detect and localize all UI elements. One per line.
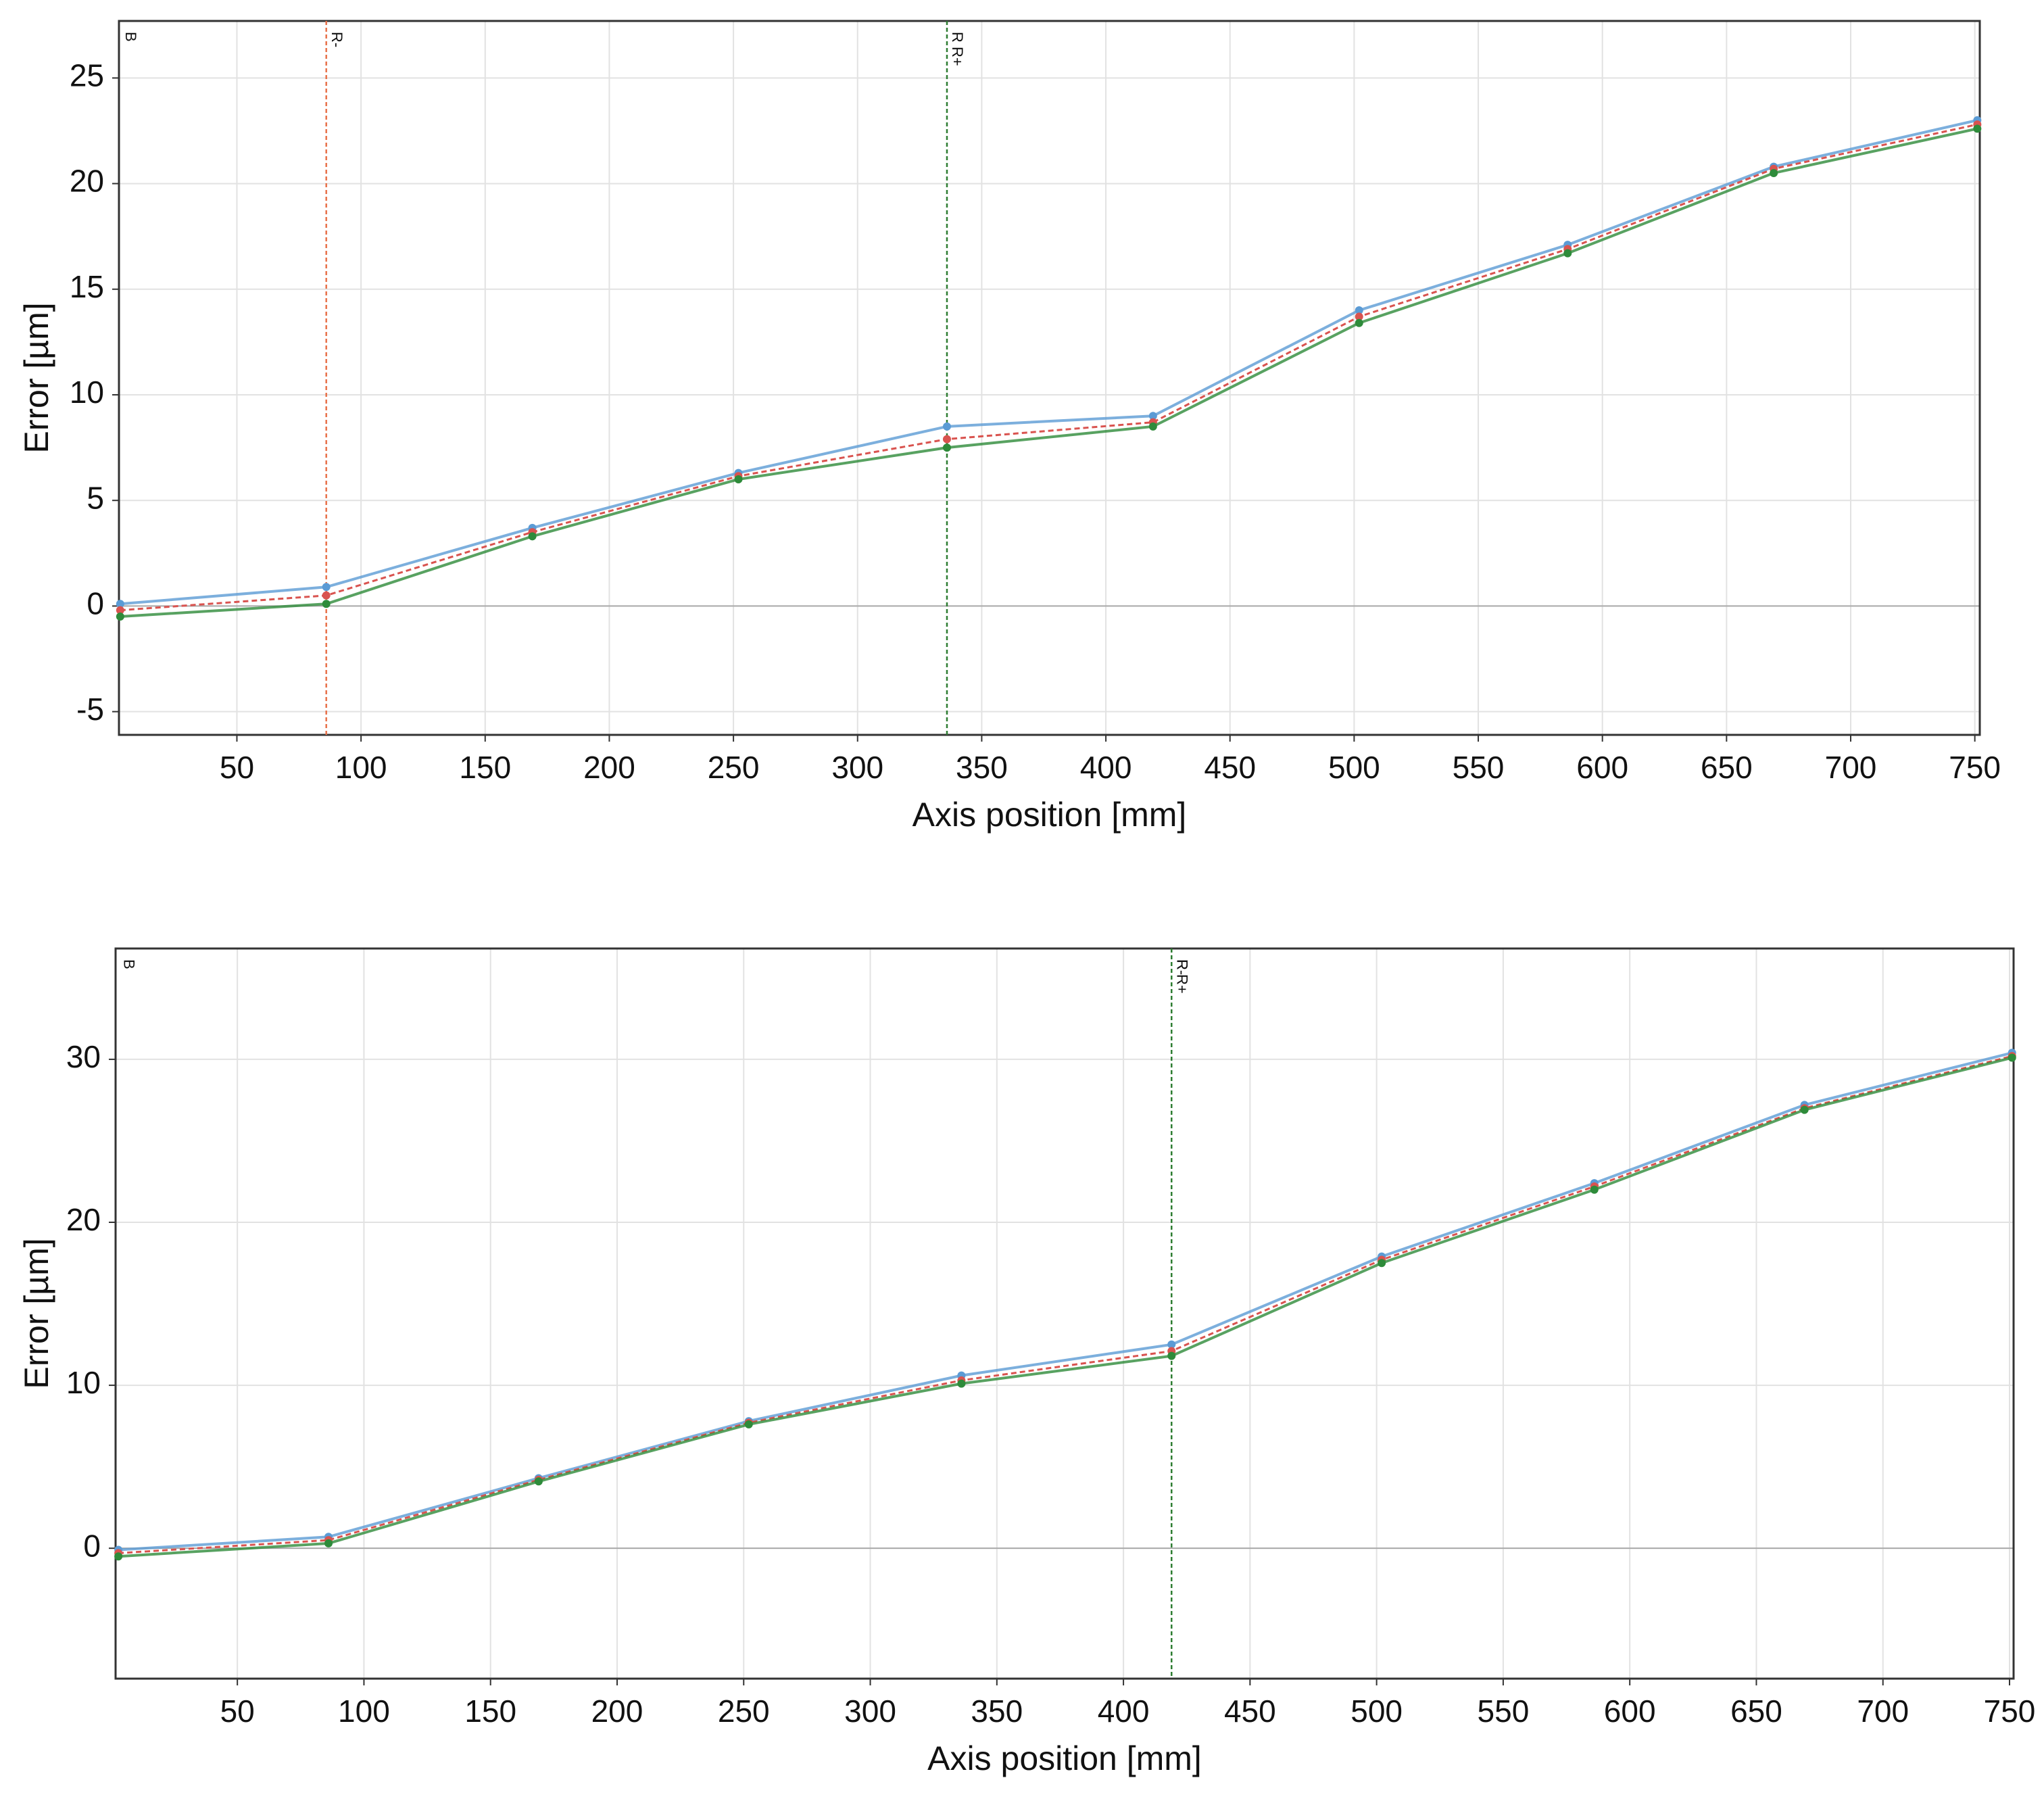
x-axis-label: Axis position [mm] [912, 796, 1187, 834]
reference-label: B [122, 32, 139, 42]
x-tick-label: 400 [1098, 1694, 1150, 1729]
data-point [942, 422, 951, 431]
y-tick-label: 0 [83, 1528, 101, 1563]
x-tick-label: 700 [1825, 750, 1877, 785]
x-tick-label: 550 [1478, 1694, 1530, 1729]
x-tick-label: 150 [459, 750, 511, 785]
y-axis-label: Error [µm] [18, 1238, 55, 1389]
reference-label: R- [1173, 959, 1190, 975]
y-tick-label: 20 [66, 1202, 101, 1237]
x-tick-label: 300 [844, 1694, 896, 1729]
x-tick-label: 100 [338, 1694, 390, 1729]
x-tick-label: 50 [220, 750, 254, 785]
data-point [942, 443, 951, 452]
series-line [118, 1055, 2013, 1554]
data-point [324, 1539, 333, 1547]
y-tick-label: 0 [87, 586, 104, 621]
x-tick-label: 350 [956, 750, 1008, 785]
x-tick-label: 300 [831, 750, 883, 785]
data-point [1167, 1351, 1176, 1360]
y-tick-label: 5 [87, 480, 104, 515]
data-point [957, 1379, 966, 1388]
series-line [120, 118, 1978, 606]
x-tick-label: 400 [1080, 750, 1132, 785]
data-point [1148, 412, 1157, 421]
plot-frame [118, 20, 1981, 736]
x-tick-label: 350 [971, 1694, 1023, 1729]
y-tick-label: 20 [70, 164, 104, 199]
chart: 50 100 150 200 250 300 350 400 450 500 550 600 650 70… [18, 20, 2001, 834]
x-tick-label: 450 [1224, 1694, 1276, 1729]
data-point [116, 613, 124, 621]
data-point [2008, 1053, 2016, 1062]
data-point [1167, 1340, 1176, 1349]
series-line [120, 127, 1978, 619]
y-tick-label: 10 [66, 1365, 101, 1400]
data-point [322, 583, 331, 592]
y-tick-label: 30 [66, 1039, 101, 1074]
x-tick-label: 700 [1857, 1694, 1909, 1729]
chart: 50 100 150 200 250 300 350 400 450 500 550 600 650 70… [18, 947, 2036, 1777]
data-point [1148, 422, 1157, 431]
series-line [118, 1056, 2013, 1558]
y-tick-label: 15 [70, 269, 104, 304]
data-point [1973, 124, 1982, 133]
y-tick-label: 25 [70, 58, 104, 93]
y-axis-label: Error [µm] [18, 302, 55, 453]
data-point [116, 606, 124, 615]
data-point [1355, 318, 1363, 327]
x-tick-label: 150 [464, 1694, 516, 1729]
data-point [114, 1552, 123, 1561]
reference-label: R- [328, 32, 345, 47]
data-point [942, 435, 951, 443]
data-point [734, 475, 743, 483]
plot-area [119, 21, 1980, 735]
data-point [322, 600, 331, 608]
y-tick-label: 10 [70, 375, 104, 410]
data-point [322, 591, 331, 600]
x-tick-label: 500 [1350, 1694, 1403, 1729]
data-point [116, 600, 124, 608]
data-point [744, 1420, 753, 1428]
data-point [1355, 306, 1363, 315]
reference-label: R R+ [949, 32, 966, 66]
x-tick-label: 100 [335, 750, 387, 785]
x-tick-label: 50 [220, 1694, 255, 1729]
reference-label: B [120, 959, 137, 969]
reference-label: R R+ [1173, 959, 1190, 994]
series-line [120, 123, 1978, 612]
data-point [1590, 1185, 1599, 1194]
data-point [528, 532, 537, 541]
x-tick-label: 650 [1701, 750, 1753, 785]
y-tick-label: -5 [76, 692, 104, 727]
x-tick-label: 650 [1730, 1694, 1782, 1729]
data-point [1563, 249, 1572, 258]
x-tick-label: 250 [718, 1694, 770, 1729]
x-axis-label: Axis position [mm] [927, 1739, 1202, 1777]
data-point [1355, 312, 1363, 321]
x-tick-label: 450 [1204, 750, 1256, 785]
plot-area [116, 948, 2014, 1679]
data-point [1800, 1105, 1809, 1114]
x-tick-label: 200 [591, 1694, 643, 1729]
x-tick-label: 750 [1949, 750, 2001, 785]
x-tick-label: 600 [1604, 1694, 1656, 1729]
x-tick-label: 550 [1453, 750, 1505, 785]
x-tick-label: 500 [1328, 750, 1380, 785]
data-point [1378, 1259, 1386, 1268]
data-point [534, 1477, 543, 1486]
plot-frame [114, 947, 2015, 1680]
series-line [118, 1051, 2013, 1552]
x-tick-label: 750 [1984, 1694, 2036, 1729]
x-tick-label: 600 [1576, 750, 1628, 785]
x-tick-label: 200 [583, 750, 635, 785]
x-tick-label: 250 [708, 750, 760, 785]
data-point [1770, 168, 1778, 177]
